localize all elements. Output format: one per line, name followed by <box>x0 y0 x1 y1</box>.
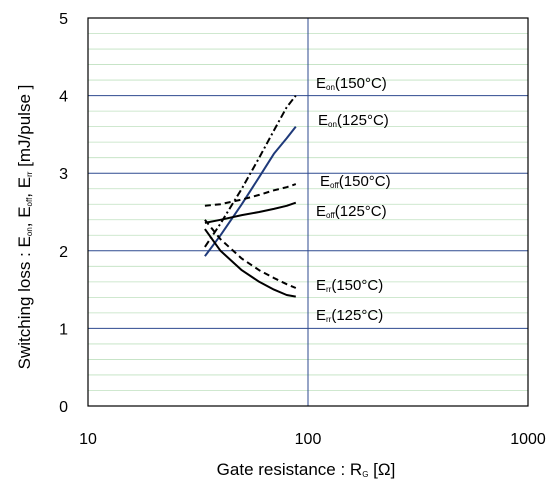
series-line-off-150c <box>204 183 297 207</box>
series-annotation: Eon(150°C) <box>316 75 387 92</box>
series-line-rr-150c <box>204 219 297 289</box>
x-tick-label: 1000 <box>510 431 546 448</box>
series-annotation: Err(150°C) <box>316 277 383 294</box>
series-lines <box>204 94 297 298</box>
series-annotation: Eoff(125°C) <box>316 203 387 220</box>
major-grid <box>88 18 528 406</box>
y-tick-label: 2 <box>59 244 68 261</box>
y-tick-label: 1 <box>59 321 68 338</box>
y-tick-labels: 0 1 2 3 4 5 <box>59 11 68 416</box>
plot-frame <box>87 17 529 407</box>
y-tick-label: 4 <box>59 89 68 106</box>
series-annotations: Eon(150°C) Eon(125°C) Eoff(150°C) Eoff(125°… <box>316 75 391 324</box>
x-tick-label: 10 <box>79 431 97 448</box>
y-tick-label: 5 <box>59 11 68 28</box>
y-axis-label: Switching loss : Eon, Eoff, Err [mJ/puls… <box>15 85 34 370</box>
y-tick-label: 3 <box>59 166 68 183</box>
series-annotation: Err(125°C) <box>316 307 383 324</box>
series-annotation: Eoff(150°C) <box>320 173 391 190</box>
y-tick-label: 0 <box>59 399 68 416</box>
x-tick-labels: 10 100 1000 <box>79 431 546 448</box>
x-tick-label: 100 <box>295 431 322 448</box>
series-annotation: Eon(125°C) <box>318 112 389 129</box>
series-line-on-125c <box>204 125 297 257</box>
series-line-on-150c <box>204 94 297 248</box>
series-line-off-125c <box>204 201 297 224</box>
series-line-rr-125c <box>204 228 296 298</box>
x-axis-label: Gate resistance : RG [Ω] <box>217 460 396 479</box>
